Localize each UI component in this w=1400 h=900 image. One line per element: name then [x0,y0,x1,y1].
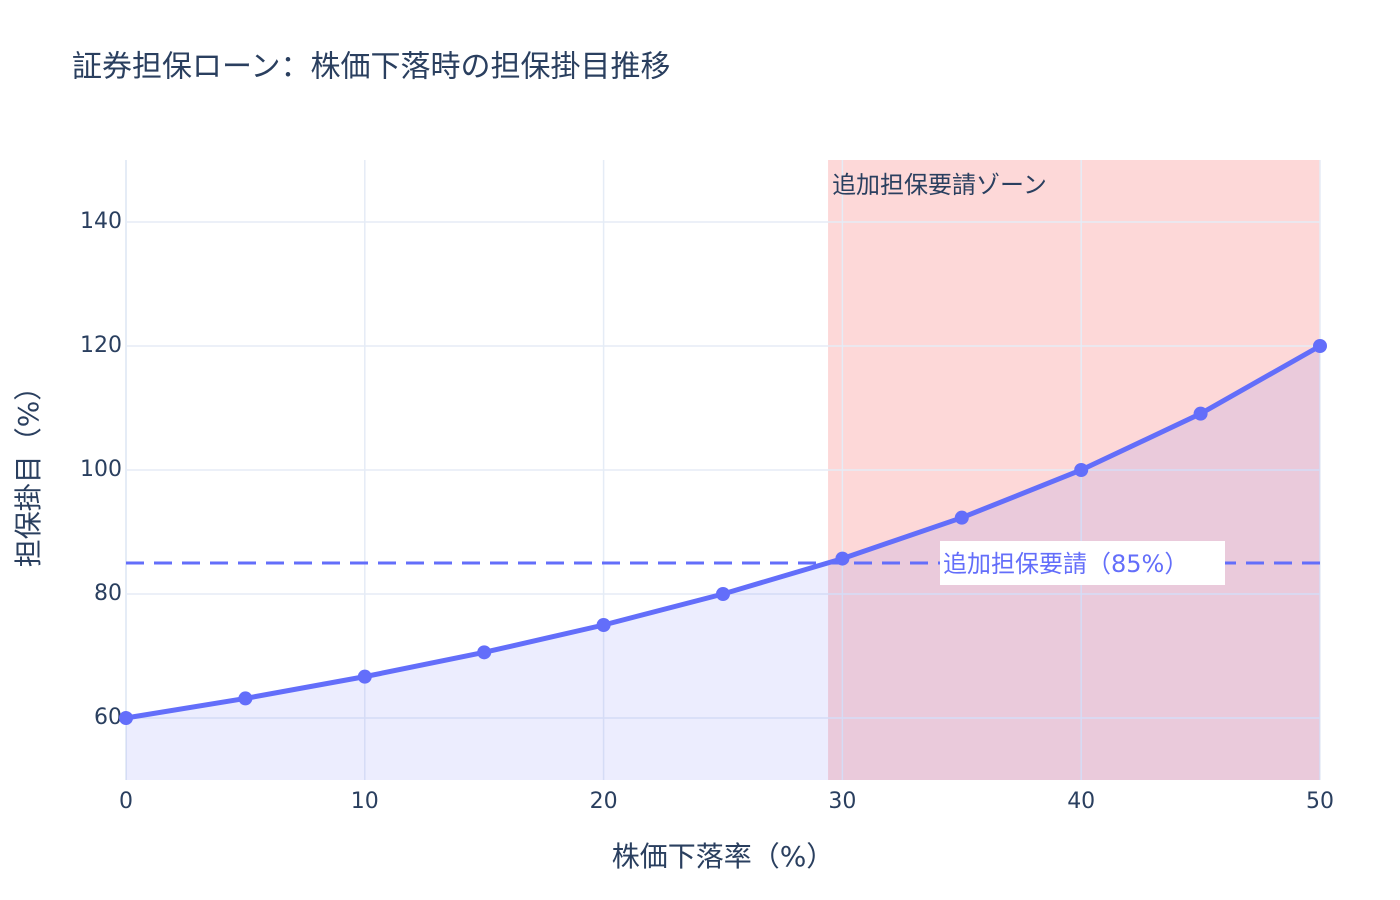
x-tick-label: 40 [1067,789,1095,814]
point [954,510,969,525]
threshold-label: 追加担保要請（85%） [943,550,1188,578]
y-tick-label: 80 [94,581,122,606]
zone-label: 追加担保要請ゾーン [832,171,1047,199]
x-tick-label: 30 [828,789,856,814]
point [596,618,611,632]
area [126,346,1320,780]
y-tick-label: 60 [94,705,122,730]
point [1193,406,1208,421]
x-tick-label: 20 [590,789,618,814]
x-tick-label: 0 [119,789,133,814]
point [1074,463,1089,477]
x-tick-label: 50 [1306,789,1334,814]
x-tick-label: 10 [351,789,379,814]
point [238,691,253,706]
y-tick-label: 100 [80,457,122,482]
y-axis-title: 担保掛目（%） [12,373,45,568]
x-axis-title: 株価下落率（%） [612,840,835,873]
point [119,711,133,725]
y-tick-label: 140 [80,209,122,234]
threshold-label-bg [940,541,1225,585]
chart-title: 証券担保ローン：株価下落時の担保掛目推移 [72,50,671,85]
point [1313,339,1327,353]
y-tick-label: 120 [80,333,122,358]
point [835,551,850,566]
point [477,645,492,660]
point [357,669,372,684]
point [716,587,730,601]
